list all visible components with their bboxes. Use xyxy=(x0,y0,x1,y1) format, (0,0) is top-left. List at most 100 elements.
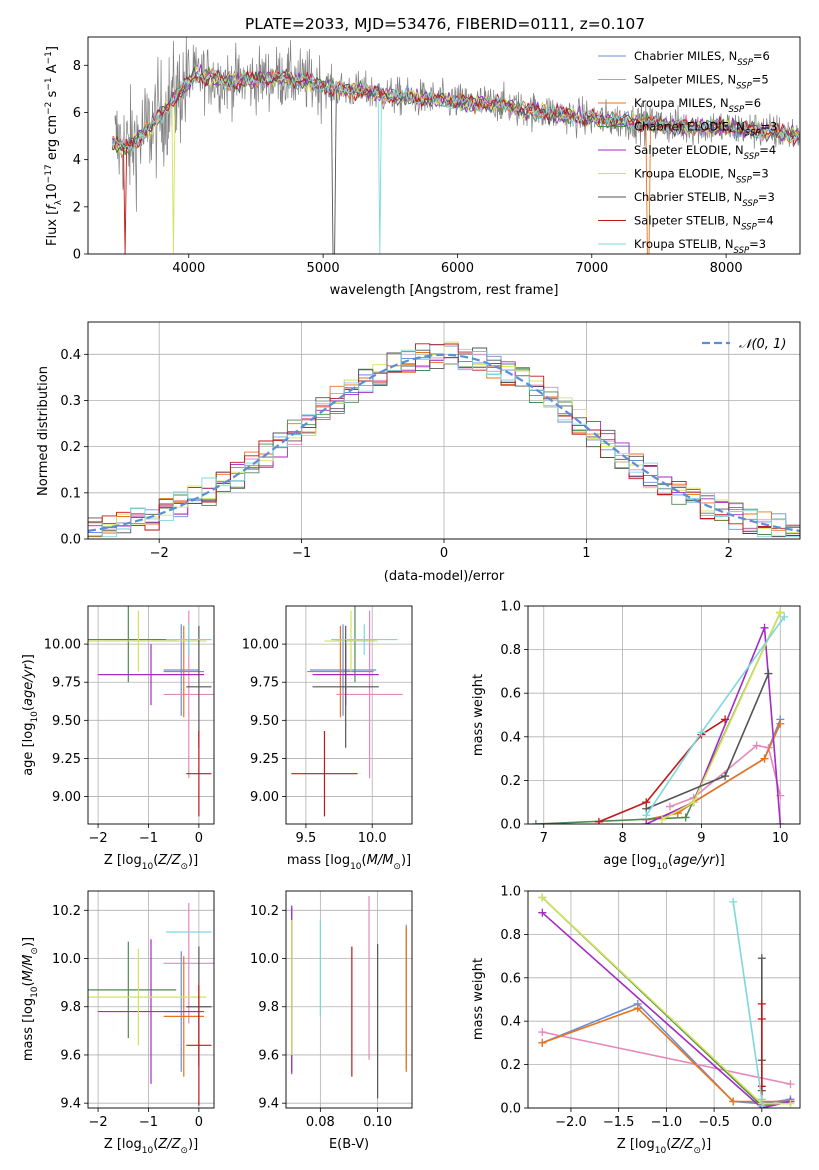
model-spectrum-chabrier_elodie xyxy=(111,66,800,156)
y-tick-label: 9.75 xyxy=(52,676,81,691)
label-part: )] xyxy=(188,853,198,868)
y-tick-label: 0.1 xyxy=(60,486,81,501)
panel-mass_vs_Z: −2 −1 09.49.69.810.010.2Z [log10(Z/Z⊙)]mas… xyxy=(21,890,215,1156)
legend-text: Kroupa STELIB, N xyxy=(634,237,734,251)
label-part: Z [log xyxy=(617,1137,655,1152)
marks-age_vs_mass xyxy=(291,606,403,817)
label-part: −2 xyxy=(44,102,54,115)
y-tick-label: 2 xyxy=(73,200,81,215)
y-tick-label: 0.6 xyxy=(500,971,521,986)
legend-sub: SSP xyxy=(744,152,760,162)
label-part: Z/Z xyxy=(157,853,181,868)
series-line-salpeter_stelib xyxy=(598,718,726,823)
model-spectrum-kroupa_stelib xyxy=(111,69,800,254)
y-tick-label: 9.8 xyxy=(60,1000,81,1015)
legend-label-kroupa_elodie: Kroupa ELODIE, NSSP=3 xyxy=(634,167,769,186)
series-marker-chabrier_stelib xyxy=(764,669,773,678)
y-tick-label: 0 xyxy=(73,248,81,263)
marks-mass_vs_ebv xyxy=(291,895,407,1099)
label-part: ( xyxy=(153,1137,158,1152)
label-part: ⊙ xyxy=(180,1146,188,1156)
histogram-chabrier_stelib xyxy=(88,347,800,538)
x-tick-label: −1 xyxy=(139,831,158,846)
y-tick-label: 9.8 xyxy=(258,1000,279,1015)
x-tick-label: 4000 xyxy=(172,261,205,276)
axes-frame xyxy=(87,321,801,540)
label-part: )] xyxy=(188,1137,198,1152)
legend-tail: =3 xyxy=(760,120,777,134)
y-tick-label: 9.6 xyxy=(258,1048,279,1063)
y-tick-label: 10.00 xyxy=(44,638,81,653)
histogram-kroupa_elodie xyxy=(88,341,800,537)
x-tick-label: −1 xyxy=(139,1115,158,1130)
x-tick-label: 0.10 xyxy=(363,1115,392,1130)
label-part: ] xyxy=(45,46,60,51)
model-spectrum-salpeter_elodie xyxy=(111,64,800,152)
y-tick-label: 0.2 xyxy=(60,440,81,455)
y-axis-label: Normed distribution xyxy=(36,366,51,496)
series-marker-chabrier_elodie xyxy=(681,813,690,822)
y-tick-label: 9.25 xyxy=(52,752,81,767)
grid-age_vs_Z xyxy=(88,606,214,824)
series-marker-salpeter_elodie xyxy=(776,820,785,824)
x-axis-label: wavelength [Angstrom, rest frame] xyxy=(330,283,559,298)
label-part: Z [log xyxy=(104,853,142,868)
legend-sub: SSP xyxy=(741,223,757,233)
axes-frame xyxy=(285,890,413,1109)
legend-tail: =6 xyxy=(744,96,761,110)
y-tick-label: 10.2 xyxy=(250,904,279,919)
legend-sub: SSP xyxy=(736,82,752,92)
legend-tail: =4 xyxy=(759,143,776,157)
grid-age_vs_mass xyxy=(286,606,412,824)
series-marker-kroupa_miles xyxy=(776,719,785,728)
series-marker-kroupa_stelib xyxy=(697,728,706,737)
label-part: 10 xyxy=(655,1146,667,1156)
x-axis-label: (data-model)/error xyxy=(384,569,505,584)
x-tick-label: 10 xyxy=(772,831,789,846)
axes-frame xyxy=(527,605,801,825)
y-tick-label: 0.2 xyxy=(500,1058,521,1073)
label-part: ⊙ xyxy=(693,1146,701,1156)
legend-sub: SSP xyxy=(736,176,752,186)
series-marker-kroupa_stelib xyxy=(780,612,789,621)
y-axis-label: mass weight xyxy=(471,958,486,1040)
y-tick-label: 9.4 xyxy=(60,1097,81,1112)
legend-sub: SSP xyxy=(745,129,761,139)
histogram-kroupa_stelib xyxy=(88,349,800,538)
legend-tail: =3 xyxy=(749,237,766,251)
series-marker-salpeter_stelib xyxy=(757,1015,766,1024)
series-marker-kroupa_miles xyxy=(633,1004,642,1013)
series-marker-kroupa_elodie xyxy=(776,608,785,617)
label-part: f xyxy=(45,203,60,210)
x-tick-label: −0.5 xyxy=(698,1115,730,1130)
y-axis-label: age [log10(age/yr)] xyxy=(21,654,40,776)
legend-text: Chabrier STELIB, N xyxy=(634,190,742,204)
histogram-salpeter_stelib xyxy=(88,343,800,538)
grid-mass_vs_ebv xyxy=(286,891,412,1108)
legend-label-salpeter_elodie: Salpeter ELODIE, NSSP=4 xyxy=(634,143,776,162)
y-tick-label: 9.50 xyxy=(52,714,81,729)
marks-age_vs_Z xyxy=(88,606,214,817)
x-tick-label: −1 xyxy=(292,546,311,561)
label-part: ( xyxy=(362,853,367,868)
legend-tail: =4 xyxy=(757,214,774,228)
label-part: 10 xyxy=(30,986,40,998)
x-tick-label: 2 xyxy=(725,546,733,561)
x-tick-label: 9.5 xyxy=(296,831,317,846)
label-part: Flux [ xyxy=(45,210,60,246)
histogram-chabrier_elodie xyxy=(88,351,800,537)
label-part: 10 xyxy=(45,183,60,200)
figure-title: PLATE=2033, MJD=53476, FIBERID=0111, z=0… xyxy=(245,15,645,33)
label-part: Z/Z xyxy=(670,1137,694,1152)
y-tick-label: 0.0 xyxy=(60,533,81,548)
axes-frame xyxy=(87,890,215,1109)
x-tick-label: 1 xyxy=(582,546,590,561)
y-tick-label: 9.25 xyxy=(250,752,279,767)
grid-massweight_vs_age xyxy=(528,605,800,825)
x-tick-label: −2 xyxy=(88,1115,107,1130)
label-part: 10 xyxy=(142,862,154,872)
label-part: ( xyxy=(153,853,158,868)
y-tick-label: 0.4 xyxy=(500,730,521,745)
label-part: M/M xyxy=(367,853,394,868)
legend-label-kroupa_stelib: Kroupa STELIB, NSSP=3 xyxy=(634,237,766,256)
